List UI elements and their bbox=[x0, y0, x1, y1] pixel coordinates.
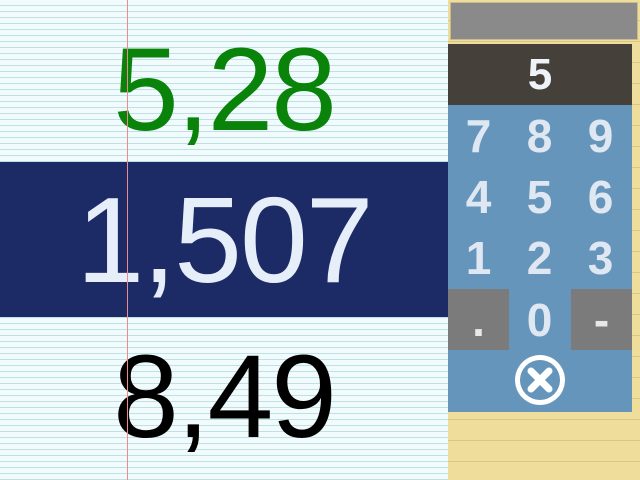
close-circle-icon bbox=[515, 355, 565, 405]
key-7[interactable]: 7 bbox=[465, 109, 492, 162]
key-3[interactable]: 3 bbox=[587, 231, 614, 284]
key-6[interactable]: 6 bbox=[587, 170, 614, 223]
key-8[interactable]: 8 bbox=[526, 109, 553, 162]
key-1[interactable]: 1 bbox=[465, 231, 492, 284]
value-top: 5,28 bbox=[113, 24, 337, 156]
clear-button[interactable] bbox=[512, 352, 568, 408]
value-bottom: 8,49 bbox=[113, 331, 337, 463]
value-selected: 1,507 bbox=[76, 171, 373, 308]
top-bar bbox=[450, 2, 638, 40]
key-0[interactable]: 0 bbox=[526, 293, 553, 346]
key-decimal[interactable]: . bbox=[448, 289, 509, 350]
key-4[interactable]: 4 bbox=[465, 170, 492, 223]
keypad-display: 5 bbox=[448, 44, 632, 105]
key-minus[interactable]: - bbox=[571, 289, 632, 350]
value-row-bottom[interactable]: 8,49 bbox=[0, 322, 448, 472]
value-row-selected[interactable]: 1,507 bbox=[0, 162, 448, 317]
key-9[interactable]: 9 bbox=[587, 109, 614, 162]
number-keypad: 5 7 8 9 4 5 6 1 2 3 . 0 - bbox=[448, 44, 632, 412]
key-5[interactable]: 5 bbox=[526, 170, 553, 223]
value-row-top[interactable]: 5,28 bbox=[0, 20, 448, 160]
key-2[interactable]: 2 bbox=[526, 231, 553, 284]
margin-line bbox=[127, 0, 128, 480]
